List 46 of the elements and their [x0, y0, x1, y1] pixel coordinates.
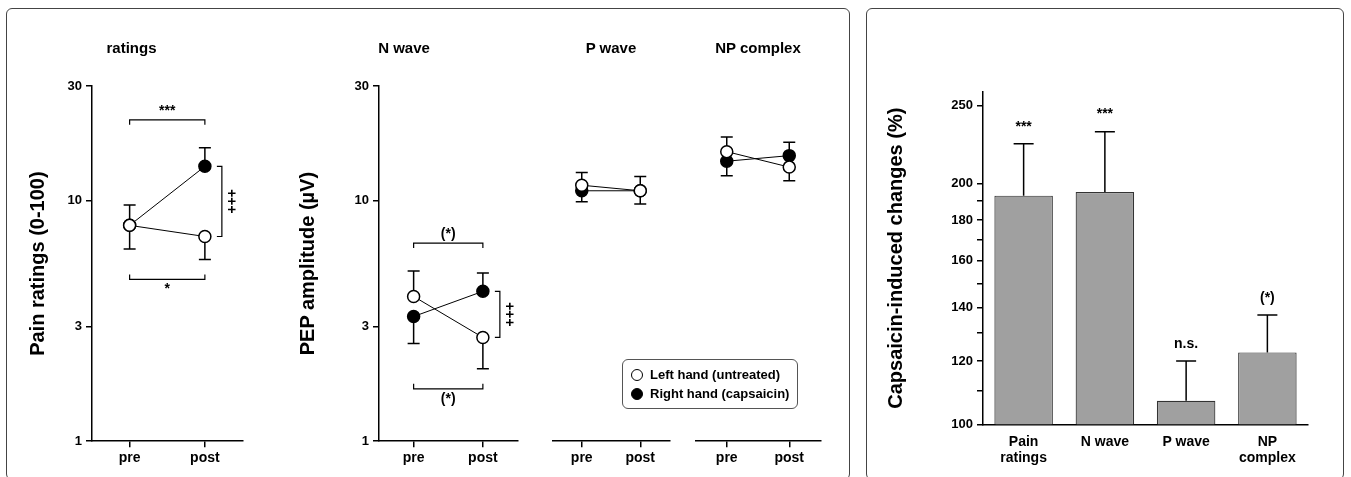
annotation: (*) — [440, 389, 456, 406]
x-tick-label: NP complex — [1238, 432, 1296, 466]
legend-label: Left hand (untreated) — [650, 366, 780, 385]
y-tick-label: 30 — [354, 77, 369, 93]
annotation: *** — [1015, 117, 1033, 134]
annotation: *** — [1096, 105, 1114, 122]
y-tick-label: 1 — [74, 432, 82, 448]
x-tick-label: pre — [118, 449, 141, 466]
annotation: (*) — [440, 224, 456, 241]
x-tick-label: post — [625, 449, 656, 466]
x-tick-label: pre — [402, 449, 425, 466]
annotation: n.s. — [1174, 334, 1199, 351]
y-tick-label: 140 — [951, 298, 973, 314]
y-tick-label: 120 — [951, 352, 973, 368]
y-tick-label: 3 — [74, 318, 82, 334]
chart-title: NP complex — [715, 39, 802, 57]
x-tick-label: post — [468, 449, 498, 466]
annotation: +++ — [502, 302, 519, 327]
x-tick-label: post — [190, 449, 220, 466]
y-tick-label: 250 — [951, 97, 973, 113]
y-axis-title: PEP amplitude (µV) — [295, 171, 318, 356]
x-tick-label: P wave — [1162, 432, 1210, 449]
x-tick-label: pre — [715, 449, 738, 466]
legend-label: Right hand (capsaicin) — [650, 385, 790, 404]
chart-title: ratings — [106, 39, 157, 57]
y-tick-label: 180 — [951, 211, 973, 227]
y-tick-label: 10 — [354, 192, 369, 208]
annotation: +++ — [224, 189, 241, 214]
y-tick-label: 100 — [951, 415, 973, 431]
y-tick-label: 3 — [361, 318, 369, 334]
x-tick-label: N wave — [1080, 432, 1130, 449]
chart-title: N wave — [378, 39, 430, 57]
y-axis-title: Pain ratings (0-100) — [25, 171, 48, 356]
annotation: (*) — [1259, 288, 1275, 305]
y-tick-label: 200 — [951, 174, 973, 190]
x-tick-label: pre — [570, 449, 593, 466]
y-tick-label: 160 — [951, 252, 973, 268]
y-tick-label: 30 — [67, 77, 82, 93]
chart-title: P wave — [585, 39, 637, 57]
annotation: * — [164, 280, 171, 297]
y-tick-label: 1 — [361, 432, 369, 448]
y-axis-title: Capsaicin-induced changes (%) — [883, 107, 906, 409]
x-tick-label: Pain ratings — [1000, 432, 1048, 466]
x-tick-label: post — [774, 449, 805, 466]
y-tick-label: 10 — [67, 192, 82, 208]
annotation: *** — [159, 101, 176, 118]
